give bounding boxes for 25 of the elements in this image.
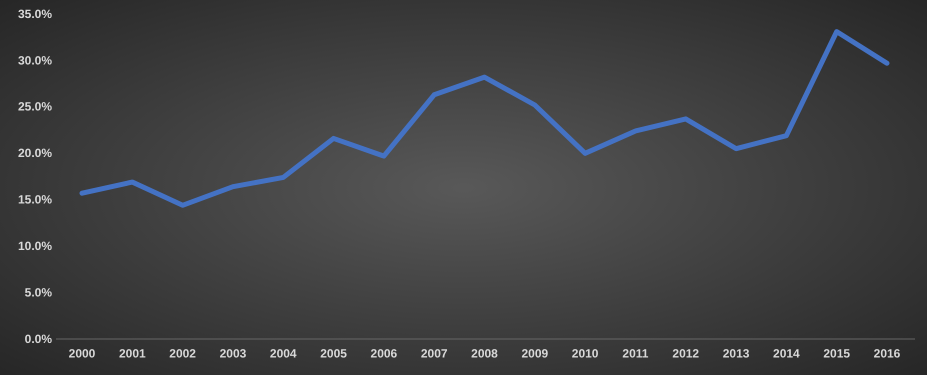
y-tick-label: 0.0% — [24, 332, 52, 346]
x-tick-label: 2014 — [773, 346, 800, 361]
x-tick-label: 2015 — [823, 346, 850, 361]
x-tick-label: 2005 — [320, 346, 348, 361]
x-tick-label: 2007 — [420, 346, 448, 361]
y-tick-label: 5.0% — [24, 285, 52, 300]
x-tick-label: 2001 — [118, 346, 146, 361]
x-tick-label: 2008 — [471, 346, 498, 361]
y-tick-label: 35.0% — [18, 6, 52, 21]
x-tick-label: 2006 — [370, 346, 398, 361]
x-tick-label: 2003 — [220, 346, 247, 361]
x-tick-label: 2016 — [874, 346, 901, 361]
x-tick-label: 2000 — [68, 346, 96, 361]
x-tick-label: 2002 — [169, 346, 196, 361]
x-tick-label: 2010 — [572, 346, 599, 361]
x-tick-label: 2011 — [622, 346, 649, 361]
y-tick-label: 25.0% — [18, 100, 52, 114]
x-tick-label: 2013 — [722, 346, 750, 361]
x-tick-label: 2009 — [521, 346, 548, 361]
y-tick-label: 15.0% — [18, 192, 52, 207]
y-tick-label: 30.0% — [18, 53, 52, 68]
y-tick-label: 10.0% — [18, 238, 52, 253]
y-tick-label: 20.0% — [18, 146, 52, 160]
x-tick-label: 2012 — [672, 346, 700, 361]
x-tick-label: 2004 — [270, 346, 297, 361]
